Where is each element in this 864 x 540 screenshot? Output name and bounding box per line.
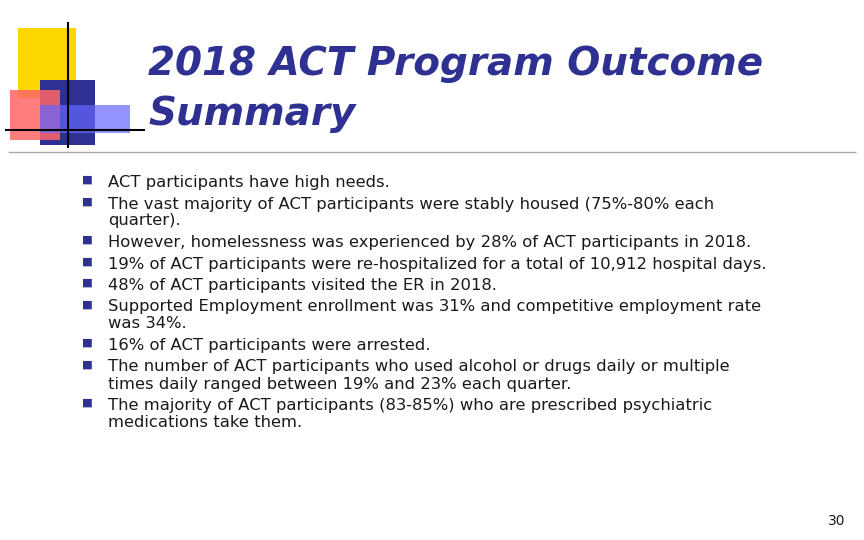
- Text: 30: 30: [828, 514, 845, 528]
- Text: times daily ranged between 19% and 23% each quarter.: times daily ranged between 19% and 23% e…: [108, 376, 571, 392]
- Text: The majority of ACT participants (83-85%) who are prescribed psychiatric: The majority of ACT participants (83-85%…: [108, 398, 712, 413]
- Text: ■: ■: [82, 278, 92, 288]
- Text: medications take them.: medications take them.: [108, 415, 302, 430]
- Text: 16% of ACT participants were arrested.: 16% of ACT participants were arrested.: [108, 338, 430, 353]
- Text: ACT participants have high needs.: ACT participants have high needs.: [108, 175, 390, 190]
- Text: Supported Employment enrollment was 31% and competitive employment rate: Supported Employment enrollment was 31% …: [108, 300, 761, 314]
- Text: ■: ■: [82, 338, 92, 348]
- Text: ■: ■: [82, 398, 92, 408]
- Text: However, homelessness was experienced by 28% of ACT participants in 2018.: However, homelessness was experienced by…: [108, 235, 751, 250]
- Bar: [40, 105, 130, 133]
- Text: 2018 ACT Program Outcome: 2018 ACT Program Outcome: [148, 45, 763, 83]
- Text: quarter).: quarter).: [108, 213, 181, 228]
- Text: 19% of ACT participants were re-hospitalized for a total of 10,912 hospital days: 19% of ACT participants were re-hospital…: [108, 256, 766, 272]
- Text: The vast majority of ACT participants were stably housed (75%-80% each: The vast majority of ACT participants we…: [108, 197, 715, 212]
- Text: ■: ■: [82, 256, 92, 267]
- Text: Summary: Summary: [148, 95, 355, 133]
- Bar: [40, 80, 95, 145]
- Text: ■: ■: [82, 360, 92, 369]
- Bar: [18, 28, 76, 98]
- Text: was 34%.: was 34%.: [108, 316, 187, 332]
- Text: 48% of ACT participants visited the ER in 2018.: 48% of ACT participants visited the ER i…: [108, 278, 497, 293]
- Bar: [10, 90, 60, 140]
- Text: ■: ■: [82, 197, 92, 206]
- Text: ■: ■: [82, 235, 92, 245]
- Text: ■: ■: [82, 300, 92, 309]
- Text: ■: ■: [82, 175, 92, 185]
- Text: The number of ACT participants who used alcohol or drugs daily or multiple: The number of ACT participants who used …: [108, 360, 729, 375]
